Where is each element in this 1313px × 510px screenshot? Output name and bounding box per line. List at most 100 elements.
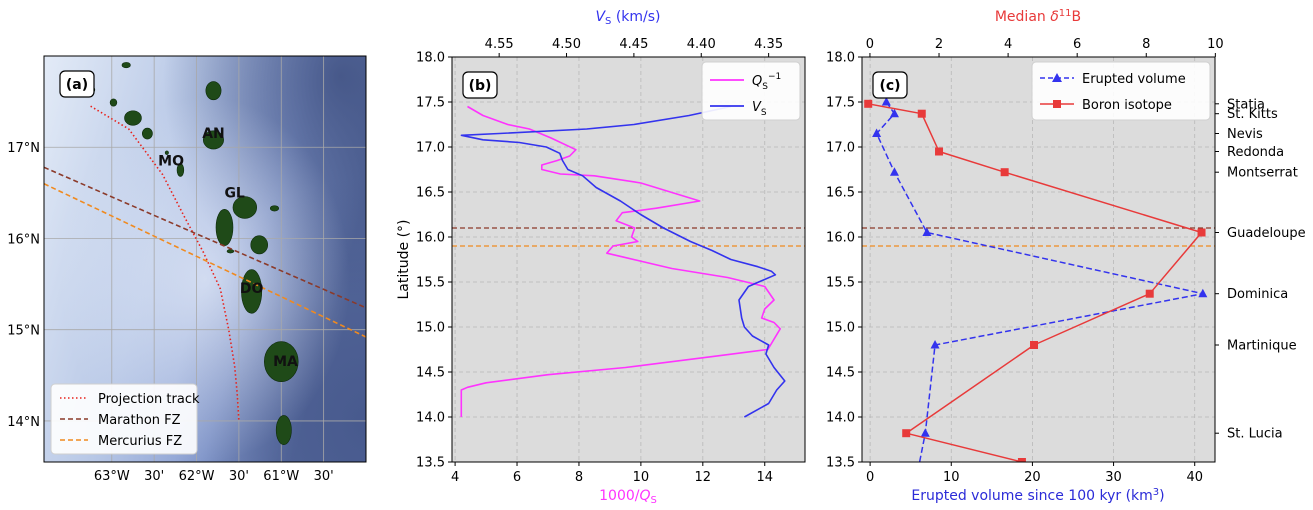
legend-label-vs: VS [752,100,767,118]
point-boron-isotope [935,147,944,156]
x-axis-label-bottom-c: Erupted volume since 100 kyr (km3) [911,487,1164,504]
island-st-martin [105,56,110,57]
island-right-label: Statia [1227,97,1265,112]
series-line-qs [460,105,782,417]
series-line-erupted-volume [875,101,1204,462]
y-tick-label: 14.0 [826,411,855,426]
y-ticks-b: 13.5 14.0 14.5 15.0 15.5 16.0 16.5 17.0 17.5 18.0 [416,51,452,471]
island-right-label: Dominica [1227,287,1288,302]
x-tick-label: 0 [866,470,874,485]
point-erupted-volume [922,227,932,236]
y-tick-label: 16.5 [416,186,445,201]
map-legend: Projection track Marathon FZ Mercurius F… [50,383,200,455]
point-boron-isotope [864,99,873,108]
series-b [460,105,786,418]
island-st-barthelemy [121,62,131,69]
y-tick-label: 15.0 [416,321,445,336]
island-label-gl: GL [224,185,244,201]
legend-label-marathon-fz: Marathon FZ [98,413,181,428]
y-ticks-c: 13.5 14.0 14.5 15.0 15.5 16.0 16.5 17.0 17.5 18.0 [826,51,862,471]
legend-label-qs: QS−1 [752,72,781,92]
point-boron-isotope [1145,289,1154,298]
map-island-labels: AN MO GL DO MA [158,126,298,370]
y-tick-label: 14.5 [416,366,445,381]
y-tick-label: 17.0 [416,141,445,156]
island-anguilla [99,33,116,42]
map-lines [44,105,366,421]
x-top-tick-label: 2 [935,37,943,52]
island-right-label: Guadeloupe [1227,226,1306,241]
y-tick-label: 15.5 [416,276,445,291]
island-label-an: AN [202,126,225,142]
fracture-zone-lines-c [862,227,1215,247]
island-right-label: St. Lucia [1227,427,1283,442]
y-tick-label: 15.0 [826,321,855,336]
map-tick-labels: 63°W 30' 62°W 30' 61°W 30' 14°N 15°N 16°N 17°N [7,141,333,484]
island-basse-terre [215,208,234,247]
point-boron-isotope [1000,168,1009,177]
x-top-tick-label: 4.50 [552,37,581,52]
island-right-label: St. Kitts [1227,107,1278,122]
x-top-tick-label: 4.35 [754,37,783,52]
map-frame [43,55,367,463]
panel-b: 13.5 14.0 14.5 15.0 15.5 16.0 16.5 17.0 17.5 18.0… [396,9,806,506]
island-label-ma: MA [273,354,298,370]
y-tick-label: 15.5 [826,276,855,291]
map-x-tick-label: 62°W [179,469,215,484]
y-tick-label: 14.5 [826,366,855,381]
map-y-tick-label: 14°N [7,415,40,430]
frame-c [861,56,1216,463]
island-montserrat [176,163,185,177]
map-x-tick-label: 30' [144,469,164,484]
y-tick-label: 16.0 [826,231,855,246]
island-les-saintes [226,249,235,254]
x-axis-label-top-c: Median δ11B [995,8,1081,25]
y-tick-label: 17.5 [416,96,445,111]
x-tick-label: 30 [1105,470,1122,485]
island-barbuda [205,81,222,101]
legend-c: Erupted volume Boron isotope [1031,61,1211,121]
x-axis-label-bottom-b: 1000/QS [599,488,657,506]
island-st-lucia [275,415,292,445]
y-tick-label: 16.0 [416,231,445,246]
map-x-tick-label: 30' [314,469,334,484]
x-tick-label: 14 [756,470,773,485]
panel-label-b: (b) [462,71,498,99]
x-ticks-top-b: 4.55 4.50 4.45 4.40 4.35 [485,37,783,57]
series-c [864,97,1208,462]
map-x-tick-label: 61°W [263,469,299,484]
island-right-label: Redonda [1227,145,1284,160]
legend-b: QS−1 VS [701,61,801,121]
svg-text:(c): (c) [879,78,900,94]
y-tick-label: 18.0 [826,51,855,66]
x-ticks-bottom-c: 0 10 20 30 40 [866,462,1203,485]
map-x-tick-label: 30' [229,469,249,484]
legend-marker-square [1053,100,1061,108]
point-erupted-volume [1198,288,1208,298]
frame-b [451,56,806,463]
x-ticks-bottom-b: 4 6 8 10 12 14 [451,462,773,485]
y-tick-label: 17.0 [826,141,855,156]
map-y-tick-label: 17°N [7,141,40,156]
map-line-marathon-fz [44,166,366,309]
map-x-tick-label: 63°W [94,469,130,484]
x-tick-label: 10 [633,470,650,485]
y-tick-label: 13.5 [826,456,855,471]
x-top-tick-label: 4.55 [485,37,514,52]
island-right-label: Martinique [1227,339,1297,354]
y-axis-label-b: Latitude (°) [396,220,412,300]
point-erupted-volume [889,167,899,176]
legend-marker-triangle [1052,73,1062,82]
legend-label-projection-track: Projection track [98,392,200,407]
x-tick-label: 8 [575,470,583,485]
x-tick-label: 6 [513,470,521,485]
legend-label-boron-isotope: Boron isotope [1082,98,1172,113]
x-tick-label: 12 [695,470,712,485]
panel-c: 13.5 14.0 14.5 15.0 15.5 16.0 16.5 17.0 17.5 18.0… [826,8,1306,504]
panel-label-c: (c) [872,71,908,99]
island-antigua [203,130,224,150]
x-top-tick-label: 4.40 [687,37,716,52]
plot-area-c [862,57,1215,462]
